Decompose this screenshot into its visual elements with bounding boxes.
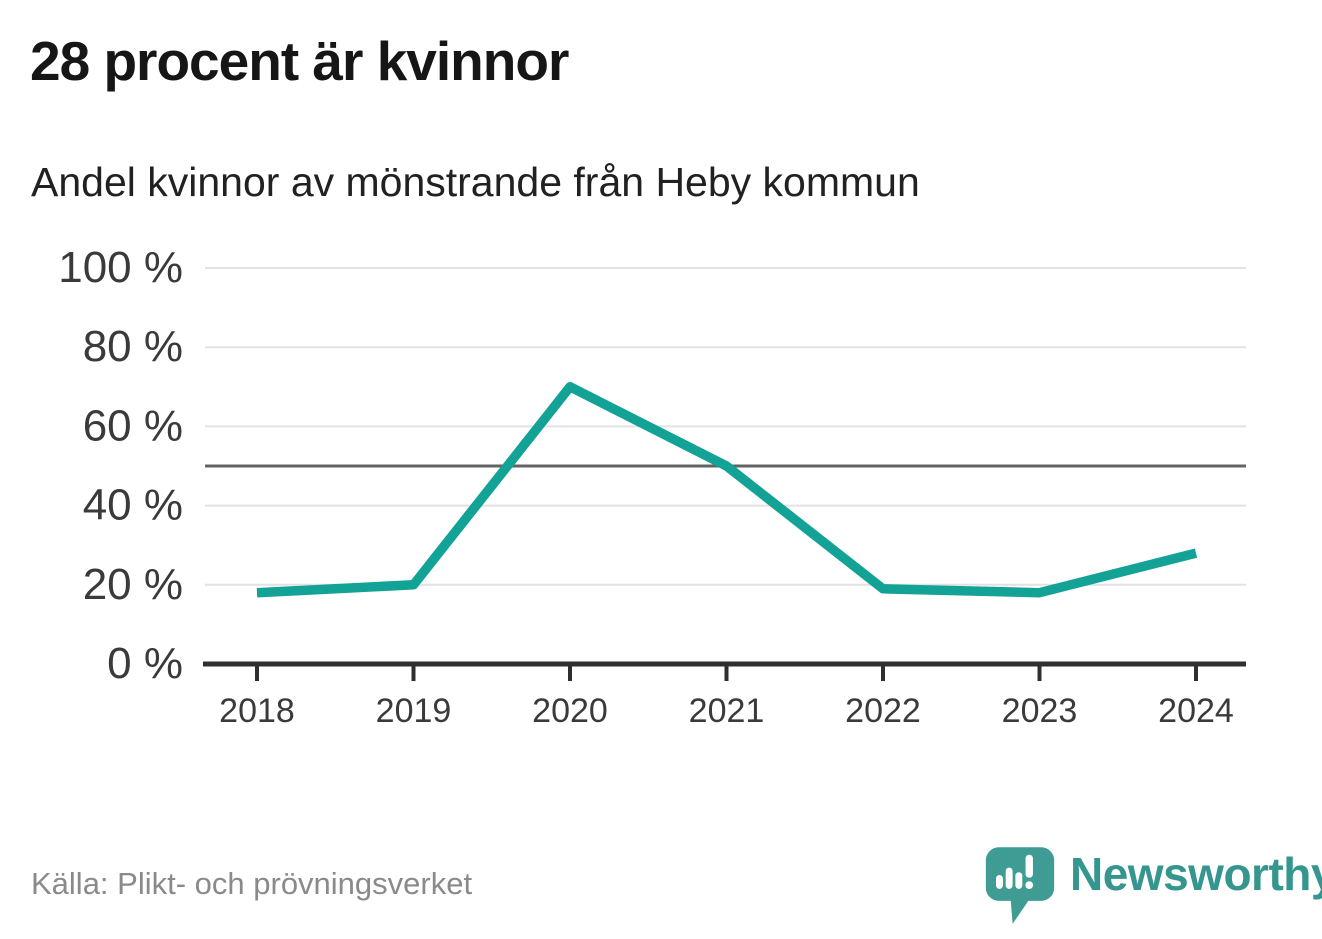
x-axis-tick-label: 2023 <box>1002 692 1078 730</box>
y-axis-tick-label: 0 % <box>107 639 183 688</box>
chart-bar-icon <box>1005 867 1013 889</box>
x-axis-tick-label: 2020 <box>532 692 608 730</box>
chart-bar-icon <box>1015 872 1023 889</box>
y-axis-tick-label: 20 % <box>83 560 183 609</box>
exclamation-mark-icon <box>1025 854 1033 878</box>
newsworthy-logo-text: Newsworthy <box>1070 848 1322 900</box>
y-axis-tick-label: 100 % <box>58 243 183 292</box>
newsworthy-logo: Newsworthy <box>984 846 1322 930</box>
x-axis-tick-label: 2022 <box>845 692 921 730</box>
chart-subtitle: Andel kvinnor av mönstrande från Heby ko… <box>31 159 920 205</box>
x-axis-tick-label: 2021 <box>689 692 765 730</box>
x-axis-tick-label: 2019 <box>376 692 452 730</box>
chart-bar-icon <box>996 875 1003 889</box>
x-axis-tick-label: 2018 <box>219 692 295 730</box>
y-axis-tick-label: 80 % <box>83 322 183 371</box>
y-axis-tick-label: 60 % <box>83 401 183 450</box>
source-note: Källa: Plikt- och prövningsverket <box>31 866 473 901</box>
y-axis-tick-label: 40 % <box>83 481 183 530</box>
newsworthy-speech-bubble-chart-icon <box>985 847 1055 924</box>
x-axis-tick-label: 2024 <box>1158 692 1234 730</box>
exclamation-dot-icon <box>1025 881 1034 890</box>
page-title: 28 procent är kvinnor <box>30 30 569 92</box>
data-line-share-of-women <box>256 382 1198 598</box>
